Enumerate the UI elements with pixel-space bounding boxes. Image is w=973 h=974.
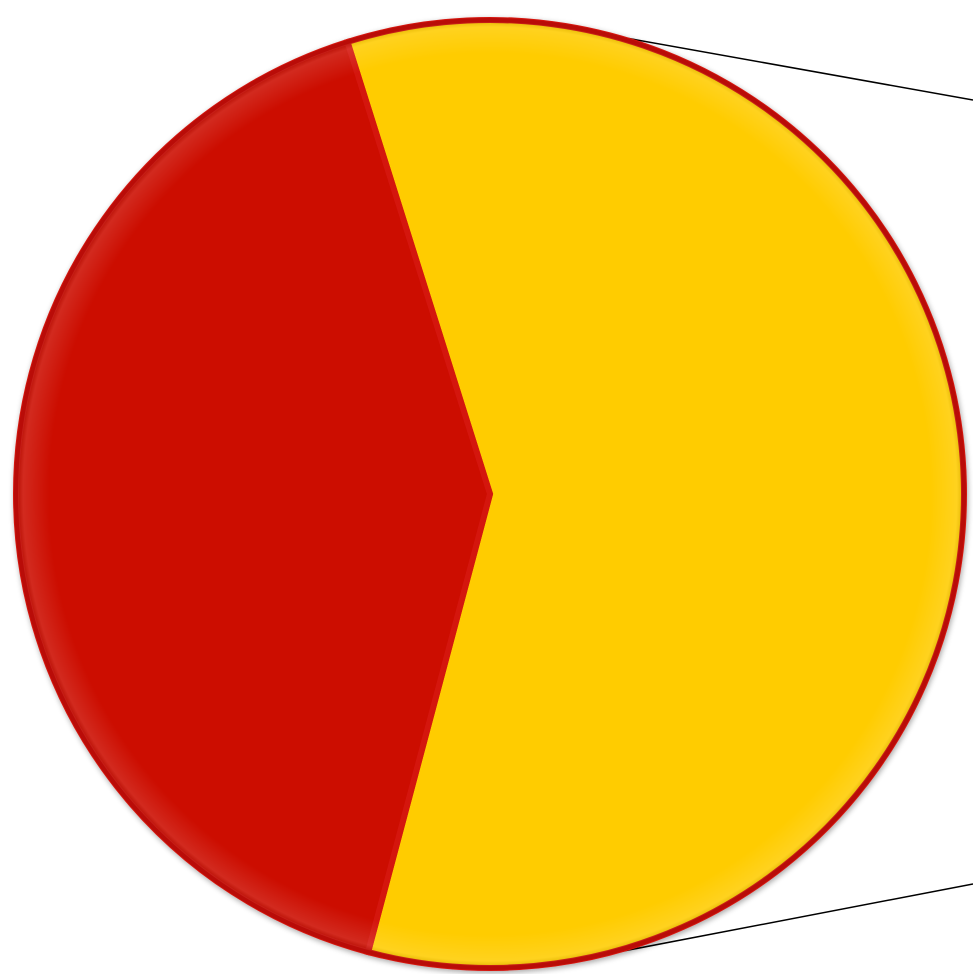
callout-line-bottom [577, 883, 973, 961]
pie-outline [14, 18, 966, 970]
